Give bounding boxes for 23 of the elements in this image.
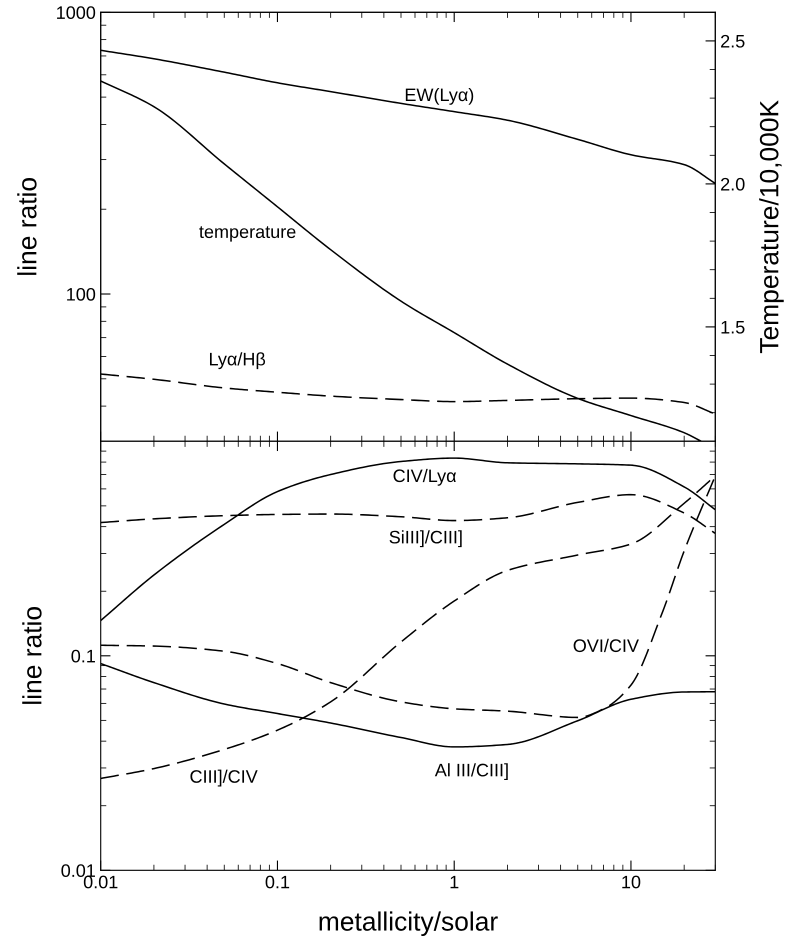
y2-tick-label: 2.5 — [721, 34, 744, 48]
x-tick-label: 0.01 — [84, 876, 118, 888]
series-label: CIII]/CIV — [190, 770, 258, 786]
x-tick-label: 1 — [450, 876, 458, 888]
series-label: EW(Lyα) — [406, 88, 474, 105]
y2-tick-label: 1.5 — [722, 321, 744, 334]
series-label: SiIII]/CIII] — [390, 530, 462, 548]
y-tick-label: 0.1 — [71, 650, 95, 663]
x-tick-label: 10 — [622, 876, 640, 888]
series-label: Al III/CIII] — [434, 763, 508, 780]
series-label: CIV/Lyα — [394, 468, 456, 486]
y-axis-title: line ratio — [17, 178, 37, 275]
series-label: Lyα/Hβ — [210, 352, 266, 370]
y2-axis-title: Temperature/10,000K — [759, 100, 784, 354]
y-axis-title: line ratio — [22, 607, 42, 704]
y-tick-label: 0.01 — [61, 864, 95, 878]
x-tick-label: 0.1 — [266, 876, 290, 888]
x-axis-title: metallicity/solar — [320, 911, 498, 936]
y-tick-label: 1000 — [57, 6, 96, 20]
y-tick-label: 100 — [67, 288, 96, 301]
series-label: OVI/CIV — [574, 638, 639, 652]
y2-tick-label: 2.0 — [721, 178, 745, 191]
series-label: temperature — [199, 226, 296, 242]
